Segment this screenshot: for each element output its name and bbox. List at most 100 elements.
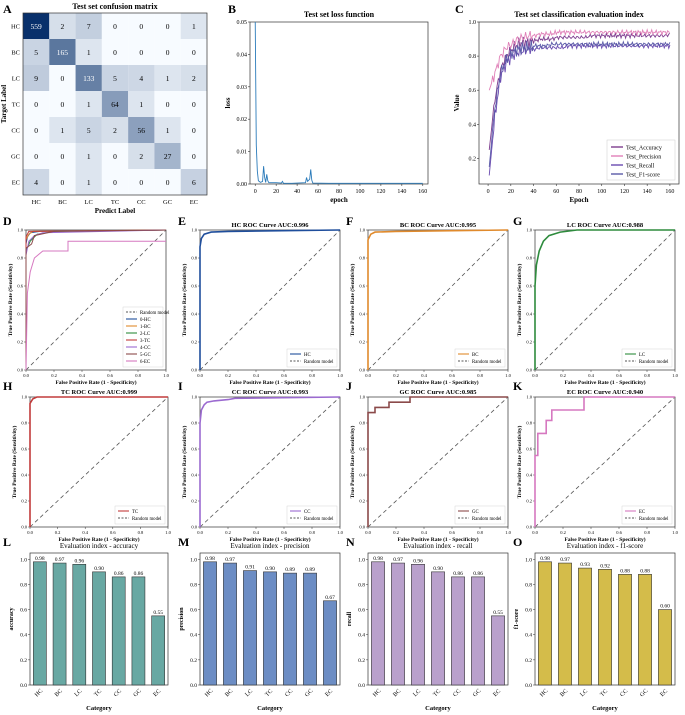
cm-cell-value: 56 xyxy=(138,126,146,135)
roc-chart-i: 0.00.0 0.2 0.2 0.4 0.4 0.6 0.6 0.8 0.8 1.0 1.0 CC R… xyxy=(181,389,344,543)
y-tick-label: 0.0 xyxy=(191,368,197,373)
cm-cell xyxy=(23,13,50,39)
y-tick-label: 0.6 xyxy=(21,447,27,452)
bar-value-label: 0.88 xyxy=(640,568,650,574)
y-tick-label: 0.0 xyxy=(359,368,365,373)
cm-cell-value: 1 xyxy=(87,152,91,161)
y-tick-label: 1.0 xyxy=(17,228,23,233)
cm-cell-value: 133 xyxy=(83,74,95,83)
roc-ylabel: True Positive Rate (Sensitivity) xyxy=(181,425,188,498)
cm-cell-value: 0 xyxy=(166,22,170,31)
y-tick-label: 1.0 xyxy=(526,228,532,233)
bar-value-label: 0.67 xyxy=(325,595,335,601)
y-tick-label: 0.0 xyxy=(20,683,27,689)
x-tick-label: 0 xyxy=(487,189,490,195)
x-tick-label: 0.8 xyxy=(135,373,141,378)
x-tick-label: LC xyxy=(74,688,84,698)
eval-ylabel: Value xyxy=(453,95,461,112)
cm-cell-value: 1 xyxy=(166,74,170,83)
y-tick-label: 0.02 xyxy=(237,117,248,123)
cm-cell xyxy=(128,91,155,117)
cm-frame xyxy=(22,12,208,196)
roc-ylabel: True Positive Rate (Sensitivity) xyxy=(349,263,356,336)
random-model-line xyxy=(199,229,341,371)
legend-label: 4-CC xyxy=(140,346,150,351)
bar-bc xyxy=(558,562,572,686)
roc-ylabel: True Positive Rate (Sensitivity) xyxy=(181,263,188,336)
bar-ylabel: f1-score xyxy=(514,609,520,630)
cm-title: Test set confusion matrix xyxy=(72,2,157,11)
cm-cell xyxy=(23,117,50,143)
cm-cell-value: 165 xyxy=(57,48,69,57)
roc-title: CC ROC Curve AUC:0.993 xyxy=(232,389,309,396)
y-tick-label: 0.0 xyxy=(526,368,532,373)
y-tick-label: 0.4 xyxy=(358,633,365,639)
legend-label: TC xyxy=(132,510,138,515)
cm-cell xyxy=(128,117,155,143)
roc-xlabel: False Positive Rate (1 - Specificity) xyxy=(229,536,310,543)
x-tick-label: 0.2 xyxy=(393,530,399,535)
roc-xlabel: False Positive Rate (1 - Specificity) xyxy=(58,536,139,543)
y-tick-label: 0.0 xyxy=(190,683,197,689)
bar-value-label: 0.97 xyxy=(225,557,235,563)
y-tick-label: 0.8 xyxy=(21,421,27,426)
bar-value-label: 0.91 xyxy=(245,565,255,571)
bar-value-label: 0.93 xyxy=(580,562,590,568)
x-tick-label: 0.6 xyxy=(110,530,116,535)
y-tick-label: 0.2 xyxy=(17,340,23,345)
roc-curve xyxy=(534,396,675,527)
y-tick-label: 0.4 xyxy=(359,473,365,478)
loss-series-line xyxy=(254,21,423,184)
y-tick-label: 1.0 xyxy=(359,395,365,400)
y-tick-label: 0.4 xyxy=(21,473,27,478)
x-tick-label: 1.0 xyxy=(337,373,343,378)
x-tick-label: 0.2 xyxy=(393,373,399,378)
cm-xtick-label: BC xyxy=(58,199,67,206)
cm-cell-value: 0 xyxy=(139,178,143,187)
y-tick-label: 0.6 xyxy=(359,447,365,452)
x-tick-label: GC xyxy=(304,688,314,698)
x-tick-label: EC xyxy=(659,688,669,698)
x-tick-label: 0.6 xyxy=(449,530,455,535)
cm-cell-value: 0 xyxy=(139,48,143,57)
random-model-line xyxy=(29,396,169,528)
loss-title: Test set loss function xyxy=(304,10,375,19)
y-tick-label: 1.0 xyxy=(469,20,477,26)
cm-cell xyxy=(128,65,155,91)
x-tick-label: CC xyxy=(113,688,123,698)
y-tick-label: 0.6 xyxy=(526,447,532,452)
cm-cell xyxy=(23,143,50,169)
bar-value-label: 0.90 xyxy=(94,566,104,572)
x-tick-label: 140 xyxy=(397,189,406,195)
y-tick-label: 0.2 xyxy=(359,499,365,504)
x-tick-label: 0.4 xyxy=(421,530,427,535)
cm-cell xyxy=(154,117,181,143)
cm-cell xyxy=(101,117,129,143)
x-tick-label: 40 xyxy=(531,189,537,195)
y-tick-label: 1.0 xyxy=(21,395,27,400)
y-tick-label: 0.2 xyxy=(358,658,365,664)
cm-cell-value: 2 xyxy=(61,22,65,31)
bar-xlabel: Category xyxy=(592,705,618,712)
cm-cell-value: 0 xyxy=(192,100,196,109)
x-tick-label: EC xyxy=(324,688,334,698)
legend-label: Random model xyxy=(304,360,334,365)
roc-xlabel: False Positive Rate (1 - Specificity) xyxy=(55,379,136,386)
panel-letter-o: O xyxy=(513,535,522,549)
cm-cell-value: 0 xyxy=(34,126,38,135)
x-tick-label: 0.6 xyxy=(107,373,113,378)
cm-cell xyxy=(75,91,102,117)
bar-tc xyxy=(92,571,106,686)
cm-cell xyxy=(154,39,181,65)
x-tick-label: CC xyxy=(284,688,294,698)
roc-ylabel: True Positive Rate (Sensitivity) xyxy=(516,425,523,498)
cm-cell xyxy=(154,143,181,169)
y-tick-label: 0.4 xyxy=(191,312,197,317)
cm-xtick-label: HC xyxy=(32,199,41,206)
cm-cell-value: 0 xyxy=(166,178,170,187)
roc-chart-g: 0.00.0 0.2 0.2 0.4 0.4 0.6 0.6 0.8 0.8 1.0 1.0 LC R… xyxy=(516,222,679,386)
x-tick-label: 0.2 xyxy=(225,373,231,378)
x-tick-label: LC xyxy=(412,688,422,698)
loss-xlabel: epoch xyxy=(330,196,348,204)
bar-value-label: 0.89 xyxy=(285,567,295,573)
